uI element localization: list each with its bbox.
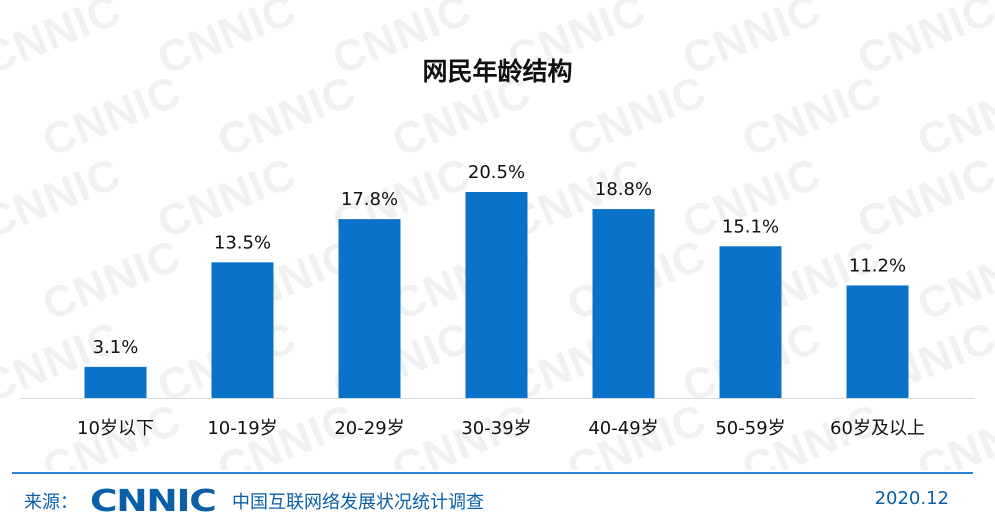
data-label: 3.1% — [93, 337, 139, 358]
data-label: 20.5% — [468, 162, 525, 183]
bar — [846, 285, 909, 398]
data-label: 13.5% — [214, 232, 271, 253]
data-label: 11.2% — [849, 255, 906, 276]
x-tick-label: 10岁以下 — [77, 418, 154, 439]
chart-title: 网民年龄结构 — [422, 57, 573, 86]
x-tick-label: 10-19岁 — [207, 418, 277, 439]
x-tick-label: 50-59岁 — [715, 418, 785, 439]
x-tick-label: 20-29岁 — [334, 418, 404, 439]
bar — [84, 366, 147, 398]
footer-divider — [12, 472, 973, 474]
bar-chart: 3.1% 10岁以下 13.5% 10-19岁 17.8% 20-29岁 20.5% 30-3… — [20, 162, 975, 439]
data-label: 17.8% — [341, 189, 398, 210]
source-label: 来源： — [24, 492, 78, 513]
data-label: 18.8% — [595, 179, 652, 200]
x-tick-label: 60岁及以上 — [830, 418, 925, 439]
bar — [211, 262, 274, 398]
cnnic-logo: CNNIC — [90, 484, 217, 519]
bar — [465, 192, 528, 398]
bar — [592, 209, 655, 398]
x-tick-label: 40-49岁 — [588, 418, 658, 439]
footer: 来源： CNNIC 中国互联网络发展状况统计调查 2020.12 — [0, 476, 995, 530]
report-date: 2020.12 — [874, 488, 949, 509]
bar — [719, 246, 782, 398]
x-tick-label: 30-39岁 — [461, 418, 531, 439]
bar — [338, 219, 401, 398]
survey-name: 中国互联网络发展状况统计调查 — [232, 492, 484, 513]
data-label: 15.1% — [722, 216, 779, 237]
